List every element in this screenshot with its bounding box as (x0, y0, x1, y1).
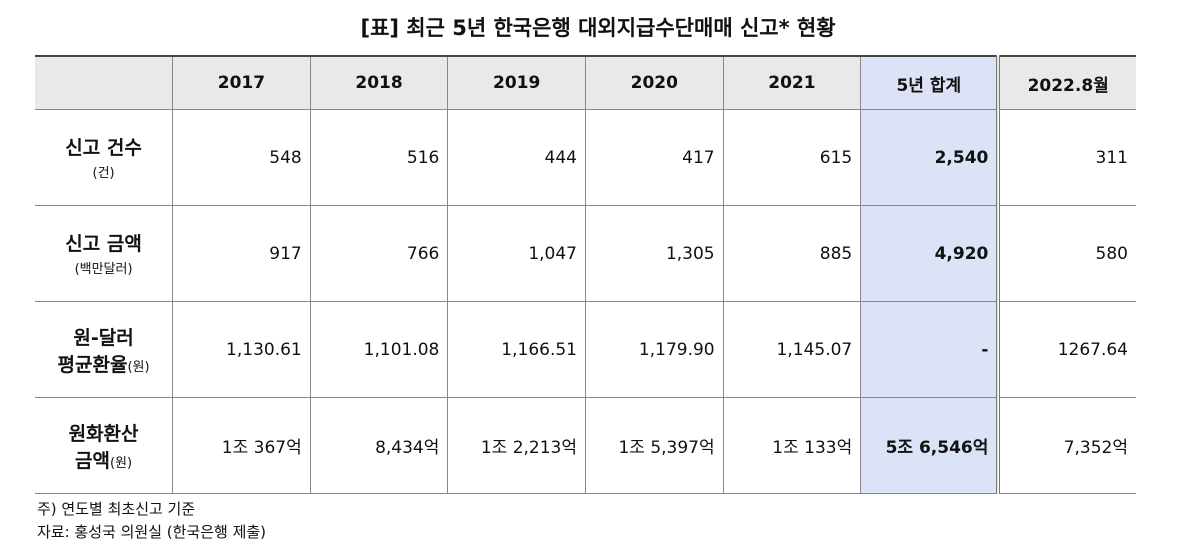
label-line: 신고 건수 (43, 133, 164, 160)
cell: 1,145.07 (722, 301, 861, 398)
label-text: 원-달러 (73, 326, 134, 349)
label-line: 금액(원) (43, 446, 164, 473)
column-header: 2017 (172, 55, 311, 110)
cell: 7,352억 (997, 397, 1136, 494)
cell: - (860, 301, 1001, 398)
note: 자료: 홍성국 의원실 (한국은행 제출) (37, 523, 267, 541)
cell: 1조 5,397억 (585, 397, 724, 494)
column-header: 2020 (585, 55, 724, 110)
cell: 8,434억 (309, 397, 448, 494)
label-text: 원화환산 (68, 422, 139, 445)
column-header: 2022.8월 (997, 55, 1136, 110)
label-text: 금액 (75, 449, 110, 472)
cell: 1,179.90 (585, 301, 724, 398)
label-line: 원-달러 (43, 323, 164, 350)
table-body: 신고 건수 (건) 548 516 444 417 615 2,540 311 신고 금액 (백만달… (35, 109, 1136, 494)
row-label: 원화환산 금액(원) (35, 397, 174, 494)
cell: 615 (722, 109, 861, 206)
cell: 1,101.08 (309, 301, 448, 398)
cell: 4,920 (860, 205, 1001, 302)
cell: 1조 2,213억 (447, 397, 586, 494)
column-header: 2021 (722, 55, 861, 110)
cell: 5조 6,546억 (860, 397, 1001, 494)
table-row: 원-달러 평균환율(원) 1,130.61 1,101.08 1,166.51 1,179… (35, 301, 1136, 398)
cell: 311 (997, 109, 1136, 206)
row-label: 신고 금액 (백만달러) (35, 205, 174, 302)
corner (35, 55, 174, 110)
row-label: 신고 건수 (건) (35, 109, 174, 206)
cell: 885 (722, 205, 861, 302)
cell: 1조 367억 (172, 397, 311, 494)
label-line: 원화환산 (43, 419, 164, 446)
cell: 917 (172, 205, 311, 302)
column-header: 5년 합계 (860, 55, 1001, 110)
cell: 1,305 (585, 205, 724, 302)
label-text: (백만달러) (74, 262, 133, 277)
cell: 580 (997, 205, 1136, 302)
cell: 1,047 (447, 205, 586, 302)
cell: 444 (447, 109, 586, 206)
cell: 2,540 (860, 109, 1001, 206)
label-text: 신고 금액 (65, 233, 142, 255)
data-table: 2017 2018 2019 2020 2021 5년 합계 2022.8월 신고 건수 (건… (35, 55, 1136, 494)
title: [표] 최근 5년 한국은행 대외지급수단매매 신고* 현황 (360, 16, 836, 40)
header-row: 2017 2018 2019 2020 2021 5년 합계 2022.8월 (35, 55, 1136, 110)
label-text: (건) (92, 166, 115, 181)
label-line: 신고 금액 (43, 229, 164, 256)
table-row: 신고 금액 (백만달러) 917 766 1,047 1,305 885 4,920 580 (35, 205, 1136, 302)
cell: 1267.64 (997, 301, 1136, 398)
label-line: 평균환율(원) (43, 350, 164, 377)
note: 주) 연도별 최초신고 기준 (37, 500, 196, 518)
cell: 1조 133억 (722, 397, 861, 494)
cell: 516 (309, 109, 448, 206)
label-line: (백만달러) (43, 256, 164, 278)
label-text: 신고 건수 (65, 137, 142, 159)
cell: 1,130.61 (172, 301, 311, 398)
label-text: 평균환율 (57, 353, 128, 376)
cell: 766 (309, 205, 448, 302)
table-row: 신고 건수 (건) 548 516 444 417 615 2,540 311 (35, 109, 1136, 206)
row-label: 원-달러 평균환율(원) (35, 301, 174, 398)
table-row: 원화환산 금액(원) 1조 367억 8,434억 1조 2,213억 1조 5,397억… (35, 397, 1136, 494)
column-header: 2019 (447, 55, 586, 110)
cell: 417 (585, 109, 724, 206)
label-line: (건) (43, 160, 164, 182)
cell: 548 (172, 109, 311, 206)
cell: 1,166.51 (447, 301, 586, 398)
column-header: 2018 (309, 55, 448, 110)
label-text: (원) (127, 359, 150, 375)
label-text: (원) (109, 455, 133, 471)
